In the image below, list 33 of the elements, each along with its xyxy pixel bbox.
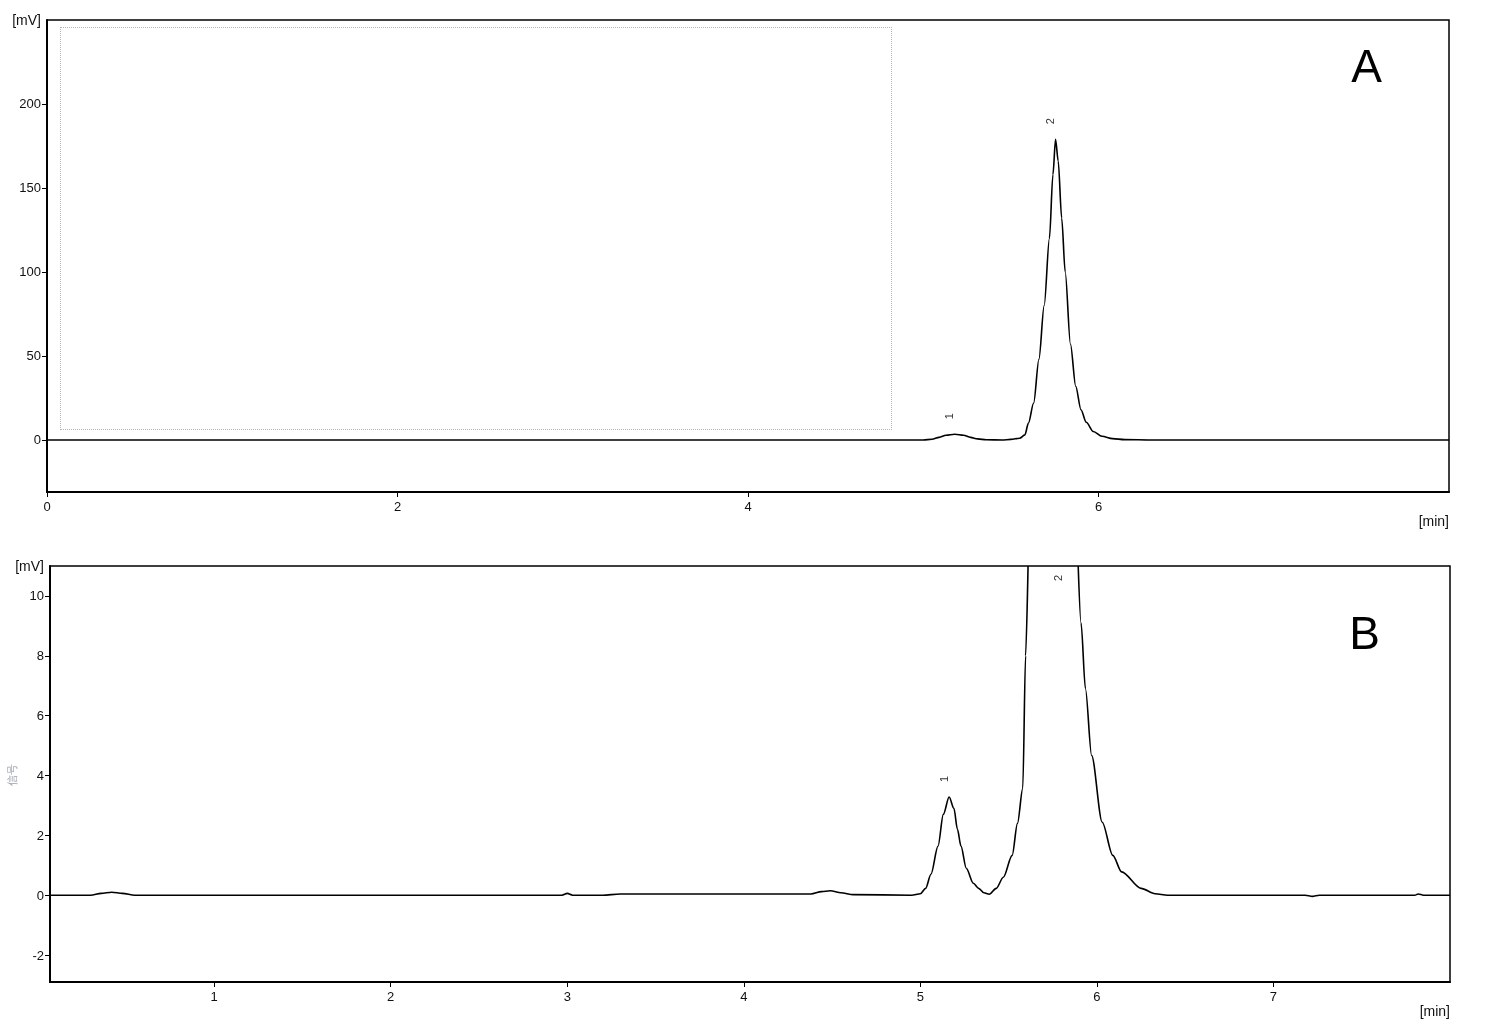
- x-tick-label: 2: [393, 499, 402, 514]
- y-tick-label: 0: [33, 432, 41, 448]
- text: 信号: [6, 764, 18, 786]
- y-tick-label: 4: [36, 768, 44, 783]
- x-tick-label: 1: [210, 989, 218, 1004]
- x-tick-label: 2: [387, 989, 395, 1004]
- y-tick-label: -2: [32, 947, 44, 963]
- annotation: 2: [1051, 574, 1064, 582]
- x-tick-label: 6: [1094, 499, 1103, 514]
- x-tick-label: 4: [744, 499, 752, 514]
- x-tick-label: 5: [916, 989, 924, 1004]
- chart-title: A: [1351, 40, 1383, 92]
- y-tick-label: 200: [19, 96, 41, 112]
- x-tick-label: 3: [563, 989, 571, 1004]
- y-tick-label: 0: [36, 887, 44, 903]
- annotation: 1: [943, 413, 956, 420]
- y-tick-label: 2: [36, 827, 44, 843]
- annotation: 2: [1044, 118, 1057, 125]
- y-tick-label: 50: [26, 348, 41, 364]
- x-tick-label: 7: [1269, 989, 1278, 1004]
- x-axis-title: [min]: [1418, 513, 1449, 529]
- y-tick-label: 150: [19, 180, 41, 196]
- y-axis-title: [mV]: [12, 12, 41, 28]
- y-tick-label: 100: [19, 264, 41, 280]
- y-axis-title: [mV]: [15, 558, 44, 574]
- y-tick-label: 8: [36, 648, 44, 664]
- x-tick-label: 4: [740, 989, 748, 1004]
- text: B: [1349, 607, 1381, 659]
- y-tick-label: 10: [29, 588, 44, 604]
- annotation: 1: [937, 775, 950, 783]
- x-axis-title: [min]: [1419, 1003, 1450, 1019]
- x-tick-label: 6: [1093, 989, 1101, 1004]
- y-tick-label: 6: [36, 708, 44, 724]
